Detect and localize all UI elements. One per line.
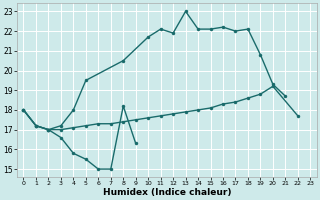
X-axis label: Humidex (Indice chaleur): Humidex (Indice chaleur): [103, 188, 231, 197]
